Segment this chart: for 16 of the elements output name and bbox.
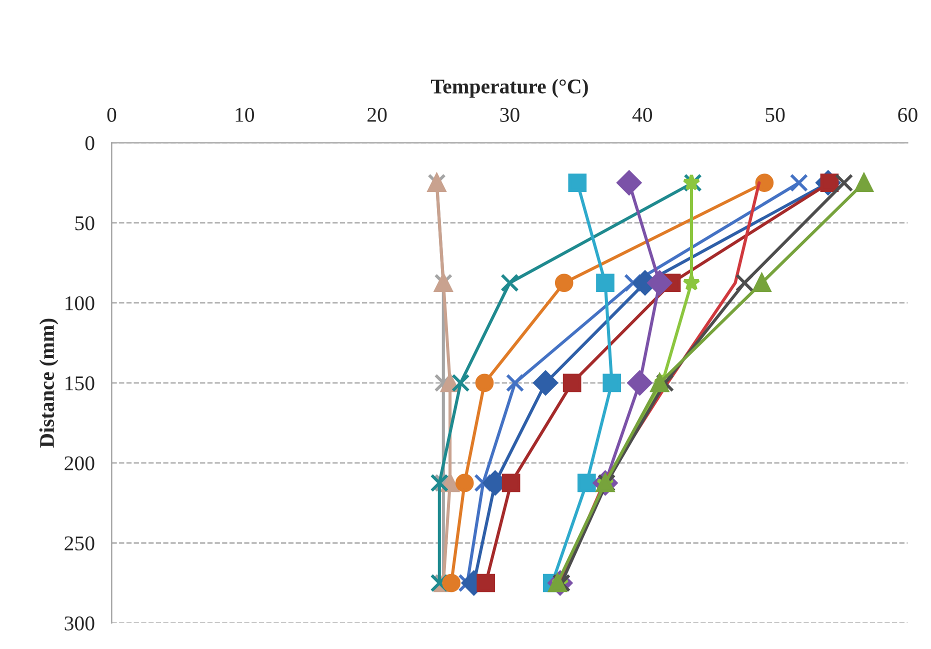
y-axis-title: Distance (mm) (39, 318, 58, 448)
x-tick-label: 10 (236, 108, 254, 122)
y-tick-label: 250 (64, 536, 94, 550)
y-tick-label: 300 (64, 616, 94, 630)
x-tick-label: 40 (632, 108, 652, 122)
x-tick-label: 20 (368, 108, 387, 122)
y-tick-label: 0 (85, 136, 94, 150)
y-tick-label: 100 (66, 296, 94, 310)
x-tick-label: 0 (107, 108, 116, 122)
y-tick-label: 150 (66, 376, 94, 390)
x-axis-title: Temperature (°C) (430, 78, 588, 98)
x-tick-label: 30 (500, 108, 520, 122)
x-tick-label: 60 (898, 108, 918, 122)
x-tick-label: 50 (766, 108, 785, 122)
y-tick-label: 50 (75, 216, 94, 230)
y-tick-label: 200 (64, 456, 94, 470)
